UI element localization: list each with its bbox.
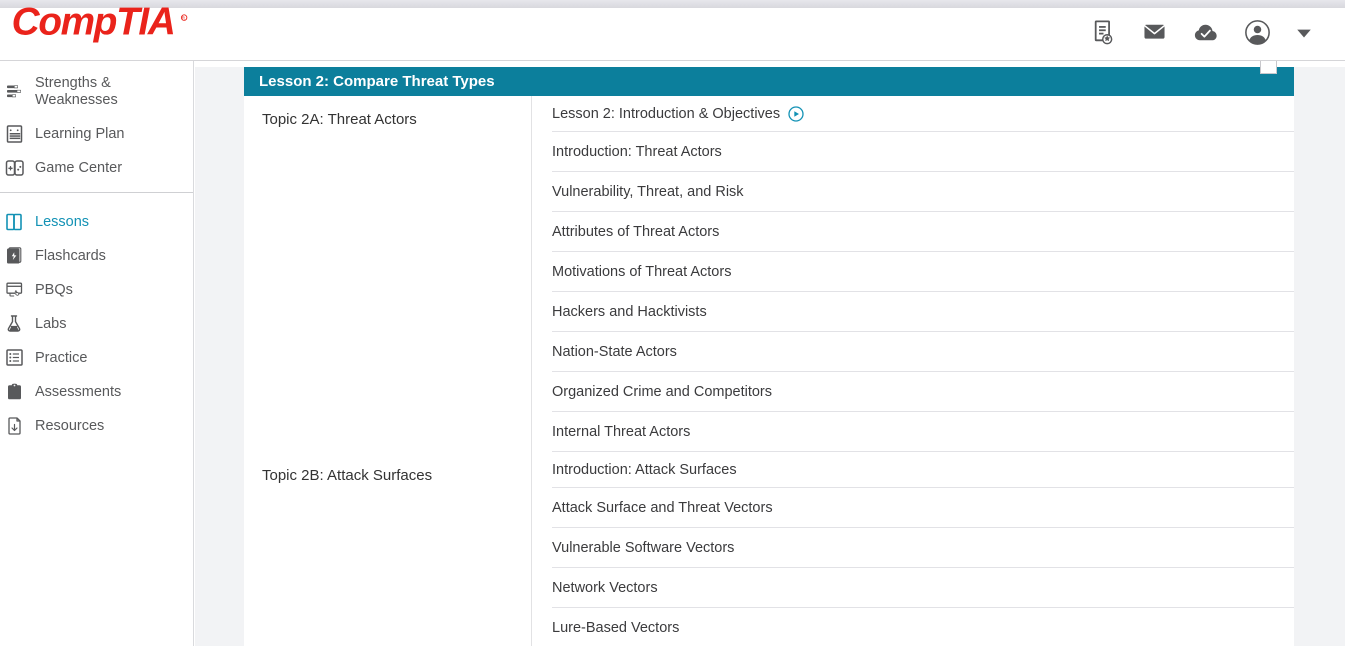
svg-text:CompTIA: CompTIA: [12, 0, 175, 43]
svg-text:R: R: [182, 15, 185, 20]
